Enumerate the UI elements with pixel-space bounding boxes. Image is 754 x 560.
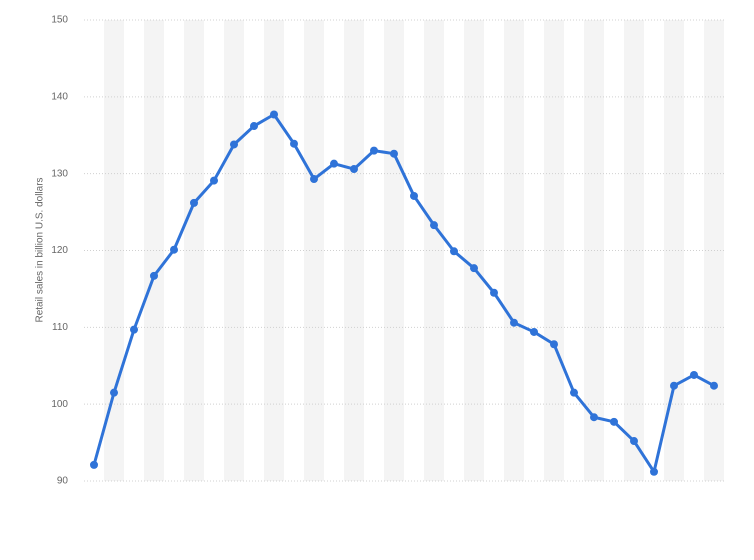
point <box>370 146 378 155</box>
point <box>430 221 438 230</box>
point <box>690 370 698 379</box>
point <box>90 460 98 469</box>
band <box>664 20 684 481</box>
point <box>130 325 138 334</box>
point <box>610 417 618 426</box>
band <box>184 20 204 481</box>
point <box>290 139 298 148</box>
y-tick-label: 140 <box>51 91 68 102</box>
point <box>230 140 238 149</box>
point <box>630 437 638 446</box>
point <box>510 318 518 327</box>
point <box>570 388 578 397</box>
y-tick-label: 90 <box>57 476 69 487</box>
y-tick-label: 100 <box>51 399 68 410</box>
point <box>170 245 178 254</box>
point <box>670 381 678 390</box>
point <box>110 388 118 397</box>
point <box>590 413 598 422</box>
point <box>270 110 278 119</box>
y-tick-label: 110 <box>52 322 68 333</box>
y-axis-title: Retail sales in billion U.S. dollars <box>35 177 46 322</box>
y-tick-label: 150 <box>51 15 68 26</box>
point <box>190 198 198 207</box>
point <box>450 247 458 256</box>
band <box>304 20 324 481</box>
point <box>550 340 558 349</box>
point <box>330 159 338 168</box>
y-tick-label: 120 <box>51 245 68 256</box>
point <box>390 149 398 158</box>
point <box>350 165 358 174</box>
point <box>650 467 658 476</box>
point <box>530 327 538 336</box>
point <box>410 191 418 200</box>
point <box>150 271 158 280</box>
point <box>210 176 218 185</box>
point <box>470 264 478 273</box>
point <box>710 381 718 390</box>
point <box>490 288 498 297</box>
point <box>310 175 318 184</box>
point <box>250 122 258 131</box>
band <box>424 20 444 481</box>
band <box>544 20 564 481</box>
y-tick-label: 130 <box>51 168 68 179</box>
